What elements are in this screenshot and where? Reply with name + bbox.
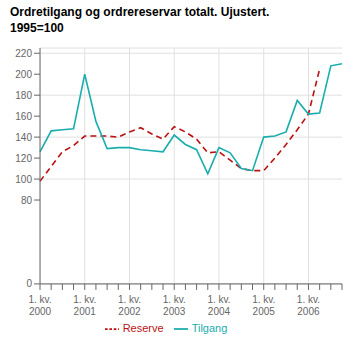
svg-text:1. kv.2006: 1. kv.2006	[297, 294, 320, 317]
svg-text:1. kv.2002: 1. kv.2002	[118, 294, 141, 317]
svg-text:1. kv.2000: 1. kv.2000	[28, 294, 51, 317]
svg-text:160: 160	[15, 111, 32, 122]
svg-text:1. kv.2005: 1. kv.2005	[252, 294, 275, 317]
html-text:Reserve: Reserve	[122, 321, 164, 334]
html-text:Ordretilgang og ordrereservar: Ordretilgang og ordrereservar totalt. Uj…	[10, 5, 270, 19]
svg-text:180: 180	[15, 90, 32, 101]
html-text:1995=100: 1995=100	[10, 21, 64, 35]
svg-text:200: 200	[15, 69, 32, 80]
svg-text:220: 220	[15, 48, 32, 59]
svg-text:1. kv.2003: 1. kv.2003	[163, 294, 186, 317]
svg-text:1. kv.2001: 1. kv.2001	[73, 294, 96, 317]
html-text:Tilgang: Tilgang	[191, 321, 228, 334]
svg-text:100: 100	[15, 174, 32, 185]
svg-text:80: 80	[21, 195, 33, 206]
svg-text:140: 140	[15, 132, 32, 143]
svg-text:0: 0	[26, 278, 32, 289]
svg-text:120: 120	[15, 153, 32, 164]
svg-text:1. kv.2004: 1. kv.2004	[207, 294, 230, 317]
